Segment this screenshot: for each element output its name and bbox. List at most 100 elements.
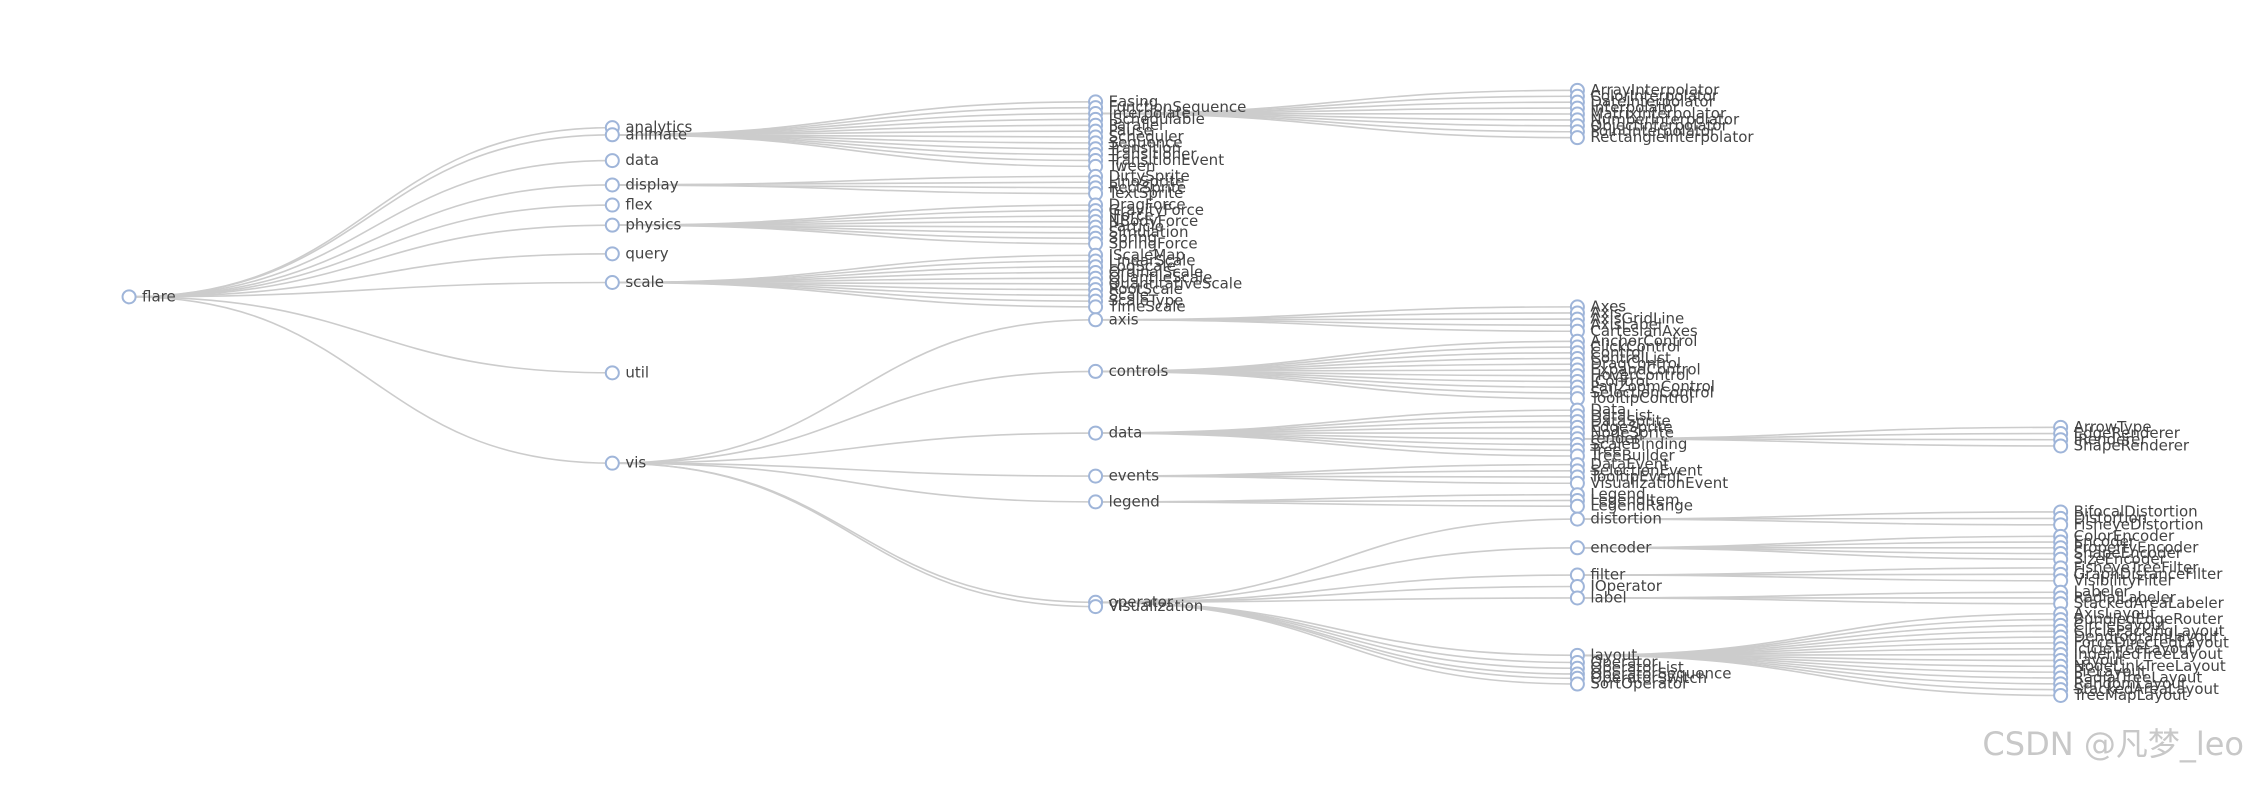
node-label[interactable]: query bbox=[625, 244, 668, 262]
node-label[interactable]: NodeSprite bbox=[1590, 424, 1674, 442]
node-label[interactable]: flex bbox=[625, 196, 652, 214]
node-circle[interactable] bbox=[604, 274, 620, 290]
node-circle[interactable] bbox=[1088, 494, 1104, 510]
node-label[interactable]: EdgeRenderer bbox=[2074, 424, 2181, 442]
node-label[interactable]: NumberInterpolator bbox=[1590, 110, 1740, 128]
node-label[interactable]: ExpandControl bbox=[1590, 360, 1700, 378]
node-label[interactable]: IControl bbox=[1590, 372, 1649, 390]
node-label[interactable]: LogScale bbox=[1109, 257, 1176, 275]
node-label[interactable]: GraphDistanceFilter bbox=[2074, 565, 2224, 583]
node-circle[interactable] bbox=[2053, 438, 2069, 454]
node-label[interactable]: legend bbox=[1109, 492, 1160, 510]
node-label[interactable]: ArrowType bbox=[2074, 418, 2152, 436]
node-label[interactable]: AnchorControl bbox=[1590, 332, 1697, 350]
node-circle[interactable] bbox=[1569, 498, 1585, 514]
node-label[interactable]: TreeBuilder bbox=[1589, 447, 1675, 465]
node-label[interactable]: LegendItem bbox=[1590, 491, 1679, 509]
node-label[interactable]: DendrogramLayout bbox=[2074, 628, 2219, 646]
node-label[interactable]: Distortion bbox=[2074, 509, 2148, 527]
node-circle[interactable] bbox=[1088, 312, 1104, 328]
node-circle[interactable] bbox=[1569, 130, 1585, 146]
node-label[interactable]: label bbox=[1590, 588, 1626, 606]
node-circle[interactable] bbox=[604, 365, 620, 381]
node-label[interactable]: IcicleTreeLayout bbox=[2074, 639, 2195, 657]
node-label[interactable]: HoverControl bbox=[1590, 366, 1689, 384]
node-label[interactable]: interpolate bbox=[1109, 104, 1191, 122]
node-label[interactable]: OperatorSequence bbox=[1590, 664, 1731, 682]
node-label[interactable]: display bbox=[625, 175, 678, 193]
node-label[interactable]: ClickControl bbox=[1590, 338, 1680, 356]
node-label[interactable]: SelectionEvent bbox=[1590, 461, 1702, 479]
node-label[interactable]: IRenderer bbox=[2074, 430, 2148, 448]
node-label[interactable]: ColorInterpolator bbox=[1590, 87, 1718, 105]
node-circle[interactable] bbox=[1569, 676, 1585, 692]
node-label[interactable]: ShapeEncoder bbox=[2074, 544, 2183, 562]
node-label[interactable]: Operator bbox=[1590, 653, 1658, 671]
node-label[interactable]: OperatorList bbox=[1590, 659, 1683, 677]
node-label[interactable]: Sequence bbox=[1109, 133, 1183, 151]
node-label[interactable]: SortOperator bbox=[1590, 675, 1689, 693]
node-label[interactable]: BifocalDistortion bbox=[2074, 502, 2198, 520]
node-label[interactable]: DataSprite bbox=[1590, 412, 1670, 430]
node-label[interactable]: operator bbox=[1109, 593, 1174, 611]
node-label[interactable]: BundledEdgeRouter bbox=[2074, 610, 2224, 628]
node-circle[interactable] bbox=[1569, 511, 1585, 527]
node-label[interactable]: Easing bbox=[1109, 92, 1159, 110]
node-label[interactable]: OperatorSwitch bbox=[1590, 669, 1707, 687]
node-label[interactable]: PieLayout bbox=[2074, 663, 2147, 681]
node-label[interactable]: RectSprite bbox=[1109, 178, 1187, 196]
node-label[interactable]: DirtySprite bbox=[1109, 167, 1190, 185]
node-label[interactable]: SpringForce bbox=[1109, 234, 1198, 252]
node-circle[interactable] bbox=[1569, 590, 1585, 606]
node-label[interactable]: LinearScale bbox=[1109, 251, 1196, 269]
node-label[interactable]: Labeler bbox=[2074, 583, 2131, 601]
node-circle[interactable] bbox=[1088, 363, 1104, 379]
node-label[interactable]: VisualizationEvent bbox=[1590, 474, 1728, 492]
node-label[interactable]: ScaleType bbox=[1109, 292, 1184, 310]
node-label[interactable]: IndentedTreeLayout bbox=[2074, 645, 2223, 663]
node-label[interactable]: distortion bbox=[1590, 510, 1661, 528]
node-label[interactable]: TextSprite bbox=[1108, 184, 1184, 202]
node-label[interactable]: NodeLinkTreeLayout bbox=[2074, 657, 2226, 675]
node-label[interactable]: AxisLabel bbox=[1590, 316, 1662, 334]
node-label[interactable]: TreeMapLayout bbox=[2073, 686, 2188, 704]
node-label[interactable]: Encoder bbox=[2074, 533, 2136, 551]
node-label[interactable]: CircleLayout bbox=[2074, 616, 2167, 634]
node-label[interactable]: flare bbox=[142, 287, 176, 305]
node-label[interactable]: ArrayInterpolator bbox=[1590, 81, 1720, 99]
node-label[interactable]: IScaleMap bbox=[1109, 246, 1185, 264]
node-circle[interactable] bbox=[604, 455, 620, 471]
node-label[interactable]: Tree bbox=[1589, 441, 1621, 459]
node-label[interactable]: Transition bbox=[1108, 139, 1182, 157]
node-label[interactable]: Interpolator bbox=[1590, 99, 1679, 117]
node-label[interactable]: IForce bbox=[1109, 207, 1154, 225]
node-circle[interactable] bbox=[604, 153, 620, 169]
node-label[interactable]: AxisGridLine bbox=[1590, 310, 1684, 328]
node-circle[interactable] bbox=[604, 127, 620, 143]
node-label[interactable]: Parallel bbox=[1109, 116, 1164, 134]
node-label[interactable]: Scheduler bbox=[1109, 128, 1185, 146]
node-label[interactable]: SizeEncoder bbox=[2074, 550, 2167, 568]
node-label[interactable]: RadialTreeLayout bbox=[2074, 668, 2203, 686]
node-label[interactable]: controls bbox=[1109, 362, 1169, 380]
node-label[interactable]: FisheyeTreeFilter bbox=[2074, 558, 2200, 576]
node-label[interactable]: QuantileScale bbox=[1109, 269, 1213, 287]
node-label[interactable]: Data bbox=[1590, 401, 1626, 419]
node-label[interactable]: Tween bbox=[1108, 157, 1156, 175]
node-label[interactable]: axis bbox=[1109, 310, 1139, 328]
node-label[interactable]: StackedAreaLabeler bbox=[2074, 594, 2225, 612]
node-label[interactable]: MatrixInterpolator bbox=[1590, 105, 1727, 123]
node-label[interactable]: Pause bbox=[1109, 122, 1153, 140]
node-circle[interactable] bbox=[1088, 425, 1104, 441]
node-label[interactable]: analytics bbox=[625, 118, 692, 136]
node-label[interactable]: LegendRange bbox=[1590, 497, 1693, 515]
node-label[interactable]: PanZoomControl bbox=[1590, 378, 1715, 396]
node-label[interactable]: DateInterpolator bbox=[1590, 93, 1715, 111]
node-label[interactable]: render bbox=[1590, 429, 1640, 447]
node-label[interactable]: DataList bbox=[1590, 406, 1652, 424]
node-label[interactable]: filter bbox=[1590, 566, 1626, 584]
node-label[interactable]: DragControl bbox=[1590, 355, 1681, 373]
node-label[interactable]: data bbox=[1109, 424, 1143, 442]
node-circle[interactable] bbox=[604, 217, 620, 233]
node-label[interactable]: TooltipEvent bbox=[1589, 468, 1682, 486]
